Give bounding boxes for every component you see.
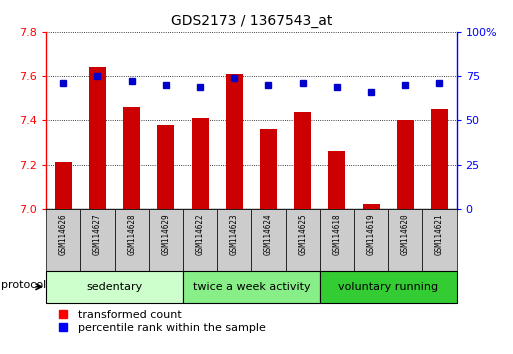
Bar <box>260 129 277 209</box>
Bar <box>286 209 320 271</box>
Bar <box>55 162 72 209</box>
Text: GSM114628: GSM114628 <box>127 214 136 256</box>
Legend: transformed count, percentile rank within the sample: transformed count, percentile rank withi… <box>52 310 266 333</box>
Text: protocol: protocol <box>1 280 46 290</box>
Bar <box>157 125 174 209</box>
Text: voluntary running: voluntary running <box>338 282 438 292</box>
Text: GSM114626: GSM114626 <box>59 214 68 256</box>
Bar <box>328 151 345 209</box>
Bar <box>388 209 422 271</box>
Bar <box>320 271 457 303</box>
Text: GSM114629: GSM114629 <box>162 214 170 256</box>
Text: GSM114619: GSM114619 <box>367 214 376 256</box>
Bar <box>251 209 286 271</box>
Text: GSM114624: GSM114624 <box>264 214 273 256</box>
Bar <box>183 209 217 271</box>
Bar <box>217 209 251 271</box>
Title: GDS2173 / 1367543_at: GDS2173 / 1367543_at <box>171 14 332 28</box>
Bar <box>431 109 448 209</box>
Bar <box>294 112 311 209</box>
Bar <box>46 271 183 303</box>
Bar <box>123 107 140 209</box>
Bar <box>149 209 183 271</box>
Text: GSM114627: GSM114627 <box>93 214 102 256</box>
Text: GSM114622: GSM114622 <box>195 214 205 256</box>
Text: twice a week activity: twice a week activity <box>192 282 310 292</box>
Text: GSM114618: GSM114618 <box>332 214 341 256</box>
Bar <box>397 120 414 209</box>
Text: GSM114625: GSM114625 <box>298 214 307 256</box>
Bar <box>363 205 380 209</box>
Bar <box>354 209 388 271</box>
Bar <box>422 209 457 271</box>
Bar <box>191 118 209 209</box>
Bar <box>320 209 354 271</box>
Text: GSM114621: GSM114621 <box>435 214 444 256</box>
Bar <box>183 271 320 303</box>
Bar <box>114 209 149 271</box>
Text: GSM114623: GSM114623 <box>230 214 239 256</box>
Bar <box>46 209 81 271</box>
Text: GSM114620: GSM114620 <box>401 214 410 256</box>
Bar <box>226 74 243 209</box>
Text: sedentary: sedentary <box>87 282 143 292</box>
Bar <box>81 209 114 271</box>
Bar <box>89 67 106 209</box>
